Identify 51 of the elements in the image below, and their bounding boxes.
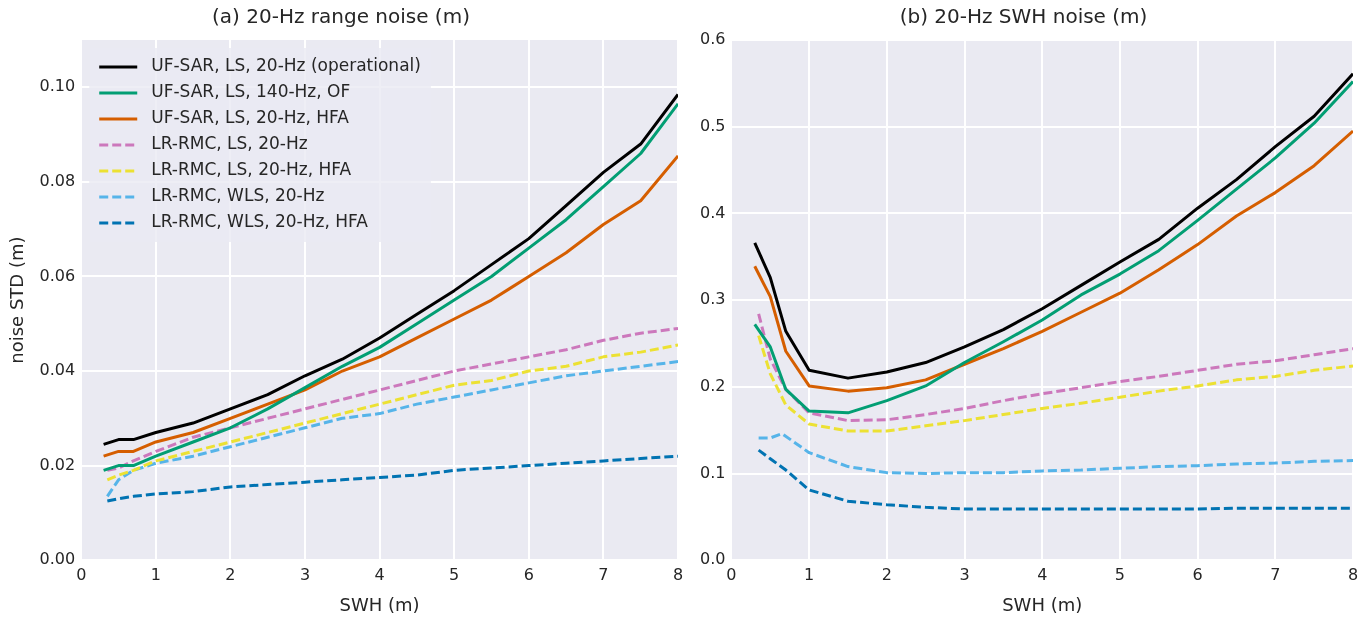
y-tick-label: 0.3 xyxy=(699,289,726,309)
x-tick-label: 2 xyxy=(881,564,892,584)
legend-label: LR-RMC, WLS, 20-Hz xyxy=(151,185,325,206)
line-series xyxy=(757,334,1353,433)
y-tick-label: 0.08 xyxy=(39,171,76,191)
line-series xyxy=(105,343,678,482)
legend-label: UF-SAR, LS, 20-Hz (operational) xyxy=(151,55,421,76)
x-tick-label: 8 xyxy=(1347,564,1359,584)
y-tick-label: 0.4 xyxy=(699,202,726,222)
x-axis-title: SWH (m) xyxy=(1002,593,1083,615)
line-series xyxy=(105,360,678,498)
x-tick-label: 0 xyxy=(726,564,737,584)
x-tick-label: 7 xyxy=(598,564,609,584)
y-tick-label: 0.04 xyxy=(39,360,76,380)
y-tick-label: 0.00 xyxy=(39,549,76,569)
x-tick-label: 2 xyxy=(225,564,236,584)
x-tick-label: 1 xyxy=(804,564,815,584)
x-axis-title: SWH (m) xyxy=(339,593,420,615)
y-tick-label: 0.2 xyxy=(699,375,726,395)
y-tick-label: 0.02 xyxy=(39,454,76,474)
chart-title: (b) 20-Hz SWH noise (m) xyxy=(899,4,1148,29)
chart-title: (a) 20-Hz range noise (m) xyxy=(212,4,470,29)
x-tick-label: 3 xyxy=(959,564,970,584)
y-tick-label: 0.06 xyxy=(39,265,76,285)
x-tick-label: 4 xyxy=(1037,564,1048,584)
x-tick-label: 1 xyxy=(150,564,161,584)
y-tick-label: 0.1 xyxy=(699,462,726,482)
x-tick-label: 4 xyxy=(374,564,385,584)
x-tick-label: 8 xyxy=(672,564,684,584)
y-tick-label: 0.0 xyxy=(699,549,726,569)
legend-label: LR-RMC, LS, 20-Hz xyxy=(151,133,308,154)
y-tick-label: 0.6 xyxy=(699,29,726,49)
x-tick-label: 6 xyxy=(523,564,534,584)
x-tick-label: 3 xyxy=(299,564,311,584)
y-tick-label: 0.5 xyxy=(699,115,726,135)
y-tick-label: 0.10 xyxy=(39,76,76,96)
x-tick-label: 5 xyxy=(1114,564,1126,584)
line-series xyxy=(757,448,1353,511)
line-series xyxy=(757,432,1353,475)
x-tick-label: 0 xyxy=(76,564,87,584)
line-series xyxy=(757,312,1353,423)
legend-label: LR-RMC, LS, 20-Hz, HFA xyxy=(151,159,352,180)
legend-label: UF-SAR, LS, 140-Hz, OF xyxy=(151,81,351,102)
line-series xyxy=(105,326,678,472)
x-tick-label: 7 xyxy=(1270,564,1281,584)
y-axis-title: noise STD (m) xyxy=(6,236,28,364)
x-tick-label: 6 xyxy=(1192,564,1203,584)
x-tick-label: 5 xyxy=(449,564,460,584)
line-series xyxy=(105,454,678,503)
legend-label: UF-SAR, LS, 20-Hz, HFA xyxy=(151,107,350,128)
legend-label: LR-RMC, WLS, 20-Hz, HFA xyxy=(151,211,369,232)
